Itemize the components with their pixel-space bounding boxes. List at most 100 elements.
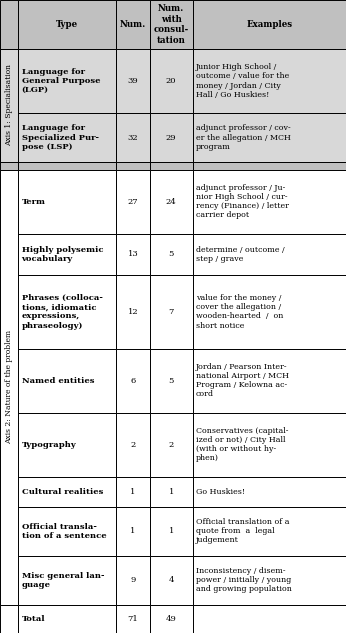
Bar	[0, 170, 18, 234]
Bar	[116, 0, 150, 49]
Bar	[150, 477, 193, 507]
Text: 2: 2	[130, 441, 136, 449]
Text: Conservatives (capital-
ized or not) / City Hall
(with or without hy-
phen): Conservatives (capital- ized or not) / C…	[196, 427, 288, 463]
Bar	[0, 477, 18, 507]
Text: 39: 39	[128, 77, 138, 85]
Text: 2: 2	[169, 441, 174, 449]
Bar	[18, 234, 116, 275]
Bar	[0, 605, 18, 633]
Bar	[0, 0, 18, 49]
Bar	[150, 113, 193, 162]
Text: 32: 32	[128, 134, 138, 142]
Bar	[193, 49, 346, 113]
Text: adjunct professor / Ju-
nior High School / cur-
rency (Finance) / letter
carrier: adjunct professor / Ju- nior High School…	[196, 184, 289, 220]
Text: 5: 5	[169, 250, 174, 258]
Text: Language for
General Purpose
(LGP): Language for General Purpose (LGP)	[21, 68, 100, 94]
Bar	[193, 275, 346, 349]
Text: Term: Term	[21, 197, 46, 206]
Text: value for the money /
cover the allegation /
wooden-hearted  /  on
short notice: value for the money / cover the allegati…	[196, 294, 283, 330]
Bar	[116, 477, 150, 507]
Text: 49: 49	[166, 615, 177, 623]
Bar	[150, 234, 193, 275]
Bar	[193, 0, 346, 49]
Bar	[150, 349, 193, 413]
Text: 13: 13	[128, 250, 138, 258]
Bar	[193, 113, 346, 162]
Bar	[193, 170, 346, 234]
Text: 1: 1	[130, 527, 136, 536]
Bar	[0, 556, 18, 605]
Bar	[18, 556, 116, 605]
Bar	[116, 605, 150, 633]
Text: 6: 6	[130, 377, 136, 385]
Text: Language for
Specialized Pur-
pose (LSP): Language for Specialized Pur- pose (LSP)	[21, 124, 99, 151]
Bar	[116, 349, 150, 413]
Bar	[0, 234, 18, 275]
Bar	[150, 49, 193, 113]
Text: 1: 1	[130, 487, 136, 496]
Text: Examples: Examples	[246, 20, 292, 29]
Bar	[18, 170, 116, 234]
Text: 20: 20	[166, 77, 176, 85]
Bar	[193, 234, 346, 275]
Text: 71: 71	[128, 615, 138, 623]
Bar	[0, 275, 18, 349]
Text: adjunct professor / cov-
er the allegation / MCH
program: adjunct professor / cov- er the allegati…	[196, 124, 291, 151]
Text: Axis 1: Specialisation: Axis 1: Specialisation	[5, 65, 13, 146]
Text: Num.: Num.	[120, 20, 146, 29]
Bar	[116, 49, 150, 113]
Bar	[0, 49, 18, 113]
Bar	[116, 162, 150, 170]
Bar	[193, 605, 346, 633]
Text: Official transla-
tion of a sentence: Official transla- tion of a sentence	[21, 523, 106, 540]
Bar	[150, 275, 193, 349]
Bar	[150, 170, 193, 234]
Bar	[116, 275, 150, 349]
Text: determine / outcome /
step / grave: determine / outcome / step / grave	[196, 246, 284, 263]
Bar	[116, 507, 150, 556]
Bar	[193, 349, 346, 413]
Text: 27: 27	[128, 197, 138, 206]
Text: 7: 7	[169, 308, 174, 316]
Bar	[193, 477, 346, 507]
Text: Official translation of a
quote from  a  legal
judgement: Official translation of a quote from a l…	[196, 518, 289, 544]
Text: 12: 12	[128, 308, 138, 316]
Text: Typography: Typography	[21, 441, 76, 449]
Text: Total: Total	[21, 615, 45, 623]
Bar	[150, 413, 193, 477]
Bar	[116, 234, 150, 275]
Bar	[193, 413, 346, 477]
Bar	[116, 413, 150, 477]
Bar	[0, 349, 18, 413]
Bar	[18, 0, 116, 49]
Bar	[193, 556, 346, 605]
Text: 24: 24	[166, 197, 176, 206]
Bar	[18, 349, 116, 413]
Bar	[0, 162, 18, 170]
Text: Jordan / Pearson Inter-
national Airport / MCH
Program / Kelowna ac-
cord: Jordan / Pearson Inter- national Airport…	[196, 363, 289, 398]
Bar	[150, 162, 193, 170]
Bar	[150, 605, 193, 633]
Bar	[18, 113, 116, 162]
Bar	[150, 556, 193, 605]
Bar	[193, 507, 346, 556]
Bar	[116, 556, 150, 605]
Bar	[150, 507, 193, 556]
Bar	[0, 113, 18, 162]
Text: Axis 2: Nature of the problem: Axis 2: Nature of the problem	[5, 330, 13, 444]
Text: 29: 29	[166, 134, 176, 142]
Text: Num.
with
consul-
tation: Num. with consul- tation	[154, 4, 189, 44]
Text: Go Huskies!: Go Huskies!	[196, 487, 245, 496]
Text: Inconsistency / disem-
power / initially / young
and growing population: Inconsistency / disem- power / initially…	[196, 567, 292, 594]
Text: 9: 9	[130, 576, 136, 584]
Bar	[116, 170, 150, 234]
Text: 1: 1	[169, 527, 174, 536]
Bar	[18, 49, 116, 113]
Text: Phrases (colloca-
tions, idiomatic
expressions,
phraseology): Phrases (colloca- tions, idiomatic expre…	[21, 294, 102, 330]
Text: 1: 1	[169, 487, 174, 496]
Bar	[18, 413, 116, 477]
Bar	[0, 170, 18, 605]
Text: Named entities: Named entities	[21, 377, 94, 385]
Text: Junior High School /
outcome / value for the
money / Jordan / City
Hall / Go Hus: Junior High School / outcome / value for…	[196, 63, 289, 99]
Bar	[150, 0, 193, 49]
